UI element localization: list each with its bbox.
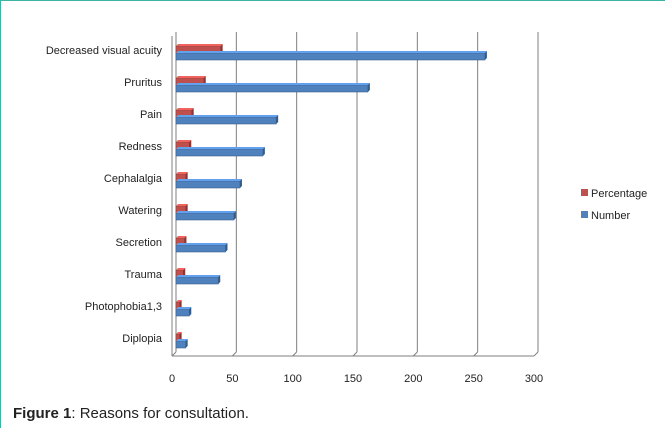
category-label: Redness: [119, 141, 163, 153]
category-label: Watering: [118, 205, 162, 217]
x-tick-label: 200: [404, 373, 422, 385]
bar-number-0: [175, 51, 487, 61]
category-label: Secretion: [116, 237, 162, 249]
legend-label: Percentage: [591, 188, 647, 200]
floor-gridline: [473, 351, 479, 357]
category-labels: Decreased visual acuity Pruritus Pain Redne…: [46, 45, 163, 345]
x-tick-label: 50: [226, 373, 238, 385]
chart-bars: [175, 44, 487, 349]
caption-label: Figure 1: [13, 405, 72, 422]
category-label: Trauma: [125, 269, 163, 281]
bar-percentage-9: [175, 332, 182, 342]
x-tick-label: 300: [525, 373, 543, 385]
floor-gridline: [231, 351, 237, 357]
floor-gridline: [171, 351, 177, 357]
bar-number-6: [175, 243, 228, 253]
x-tick-label: 0: [169, 373, 175, 385]
bar-number-3: [175, 147, 265, 157]
bar-number-1: [175, 83, 370, 93]
floor-gridline: [352, 351, 358, 357]
bar-percentage-5: [175, 204, 188, 214]
chart-gridlines: [171, 32, 539, 357]
category-label: Diplopia: [122, 333, 163, 345]
legend-item-number: Number: [581, 210, 630, 222]
legend-label: Number: [591, 210, 630, 222]
legend-item-percentage: Percentage: [581, 188, 647, 200]
x-tick-label: 150: [344, 373, 362, 385]
bar-number-7: [175, 275, 221, 285]
bar-percentage-7: [175, 268, 186, 278]
floor-gridline: [412, 351, 418, 357]
chart-legend: Percentage Number: [581, 188, 647, 222]
category-label: Cephalalgia: [104, 173, 163, 185]
bar-number-2: [175, 115, 279, 125]
legend-swatch: [581, 189, 588, 196]
category-label: Pruritus: [124, 77, 162, 89]
bar-percentage-0: [175, 44, 223, 54]
figure-caption: Figure 1: Reasons for consultation.: [13, 405, 249, 422]
x-axis-ticks: 0 50 100 150 200 250 300: [169, 373, 543, 385]
legend-swatch: [581, 211, 588, 218]
category-label: Photophobia1,3: [85, 301, 162, 313]
category-label: Decreased visual acuity: [46, 45, 163, 57]
floor-gridline: [292, 351, 298, 357]
bar-percentage-1: [175, 76, 206, 86]
bar-number-9: [175, 339, 188, 349]
bar-number-5: [175, 211, 236, 221]
bar-number-4: [175, 179, 242, 189]
bar-percentage-4: [175, 172, 188, 182]
bar-percentage-2: [175, 108, 194, 118]
bar-number-8: [175, 307, 192, 317]
x-tick-label: 100: [283, 373, 301, 385]
floor-gridline: [533, 351, 539, 357]
x-tick-label: 250: [464, 373, 482, 385]
caption-text: : Reasons for consultation.: [71, 405, 249, 422]
category-label: Pain: [140, 109, 162, 121]
